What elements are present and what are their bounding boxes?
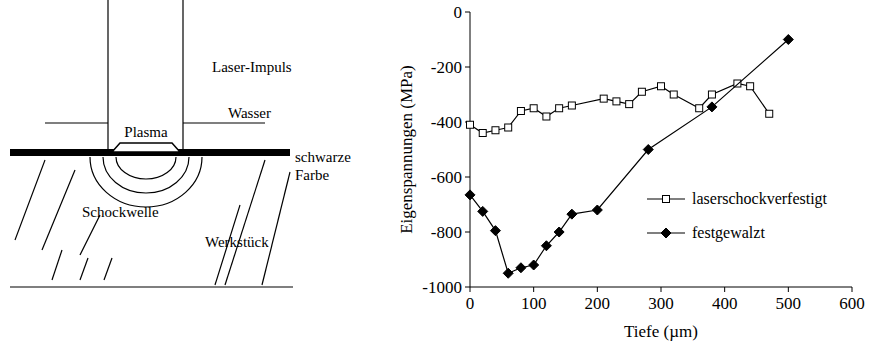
series-line: [470, 40, 788, 274]
water-surface: [183, 122, 265, 123]
data-point: [747, 83, 754, 90]
data-point: [600, 95, 607, 102]
coating-label: Farbe: [295, 167, 329, 183]
plot-data: [465, 35, 793, 279]
shock-wave-front: [116, 157, 176, 179]
data-point: [543, 113, 550, 120]
data-point: [592, 205, 602, 215]
y-tick-label: -400: [431, 113, 462, 132]
y-tick-label: -200: [431, 58, 462, 77]
y-tick: [465, 287, 470, 288]
workpiece-hatch: [225, 160, 265, 285]
shock-wave-front: [103, 157, 189, 193]
data-point: [529, 260, 539, 270]
data-point: [541, 241, 551, 251]
data-point: [613, 98, 620, 105]
workpiece-hatch: [42, 170, 75, 250]
data-point: [556, 105, 563, 112]
data-point: [696, 105, 703, 112]
data-point: [530, 105, 537, 112]
x-tick: [470, 287, 471, 292]
x-tick: [597, 287, 598, 292]
coating-label: schwarze: [295, 149, 351, 165]
workpiece-hatch: [52, 250, 62, 280]
water-surface: [45, 122, 108, 123]
x-tick: [661, 287, 662, 292]
plasma-label: Plasma: [124, 124, 168, 140]
x-tick: [852, 287, 853, 292]
laser-pulse-label: Laser-Impuls: [212, 59, 292, 75]
legend: laserschockverfestigt festgewalzt: [647, 190, 828, 242]
x-tick-label: 200: [585, 294, 611, 313]
y-tick: [465, 12, 470, 13]
workpiece-hatch: [80, 258, 88, 280]
data-point: [490, 226, 500, 236]
data-point: [492, 127, 499, 134]
series-line: [470, 84, 769, 134]
data-point: [505, 124, 512, 131]
data-point: [658, 83, 665, 90]
workpiece-label: Werkstück: [205, 234, 269, 250]
water-label: Wasser: [228, 105, 271, 121]
y-axis-line: [470, 12, 471, 287]
plasma-shape: [112, 143, 180, 152]
workpiece-hatch: [80, 215, 100, 255]
y-tick: [465, 177, 470, 178]
x-tick-label: 500: [776, 294, 802, 313]
workpiece-base: [10, 286, 293, 287]
figure: Laser-Impuls Wasser Plasma schwarze Farbe Sch…: [0, 0, 896, 352]
data-point: [554, 227, 564, 237]
legend-marker: [663, 196, 670, 203]
data-point: [766, 110, 773, 117]
data-point: [783, 35, 793, 45]
data-point: [479, 130, 486, 137]
y-tick-label: -600: [431, 168, 462, 187]
data-point: [708, 91, 715, 98]
data-point: [626, 101, 633, 108]
data-point: [670, 91, 677, 98]
data-point: [467, 121, 474, 128]
y-tick-label: 0: [454, 3, 463, 22]
data-point: [465, 190, 475, 200]
workpiece-hatch: [104, 258, 112, 280]
legend-label: festgewalzt: [692, 224, 765, 242]
data-point: [643, 145, 653, 155]
data-point: [517, 108, 524, 115]
data-point: [638, 88, 645, 95]
workpiece-hatch: [262, 172, 290, 285]
axes: [465, 12, 852, 292]
shock-wave-label: Schockwelle: [82, 204, 159, 220]
shock-wave-front: [90, 157, 202, 207]
x-tick-label: 400: [712, 294, 738, 313]
data-point: [568, 102, 575, 109]
y-axis-title: Eigenspannungen (MPa): [397, 65, 416, 234]
diagram: [10, 0, 293, 287]
y-tick: [465, 232, 470, 233]
x-tick: [533, 287, 534, 292]
y-tick: [465, 67, 470, 68]
x-tick: [724, 287, 725, 292]
data-point: [503, 268, 513, 278]
x-tick-label: 300: [648, 294, 674, 313]
data-point: [707, 102, 717, 112]
beam-edge: [107, 0, 108, 150]
data-point: [478, 206, 488, 216]
data-point: [567, 209, 577, 219]
data-point: [516, 263, 526, 273]
legend-label: laserschockverfestigt: [692, 190, 828, 208]
y-tick-label: -800: [431, 223, 462, 242]
x-tick-label: 100: [521, 294, 547, 313]
x-tick-label: 0: [466, 294, 475, 313]
legend-marker: [661, 228, 671, 238]
workpiece-hatch: [15, 160, 45, 240]
x-tick: [788, 287, 789, 292]
x-tick-label: 600: [839, 294, 865, 313]
x-axis-title: Tiefe (µm): [624, 322, 698, 341]
y-tick-label: -1000: [422, 278, 462, 297]
beam-edge: [182, 0, 183, 150]
